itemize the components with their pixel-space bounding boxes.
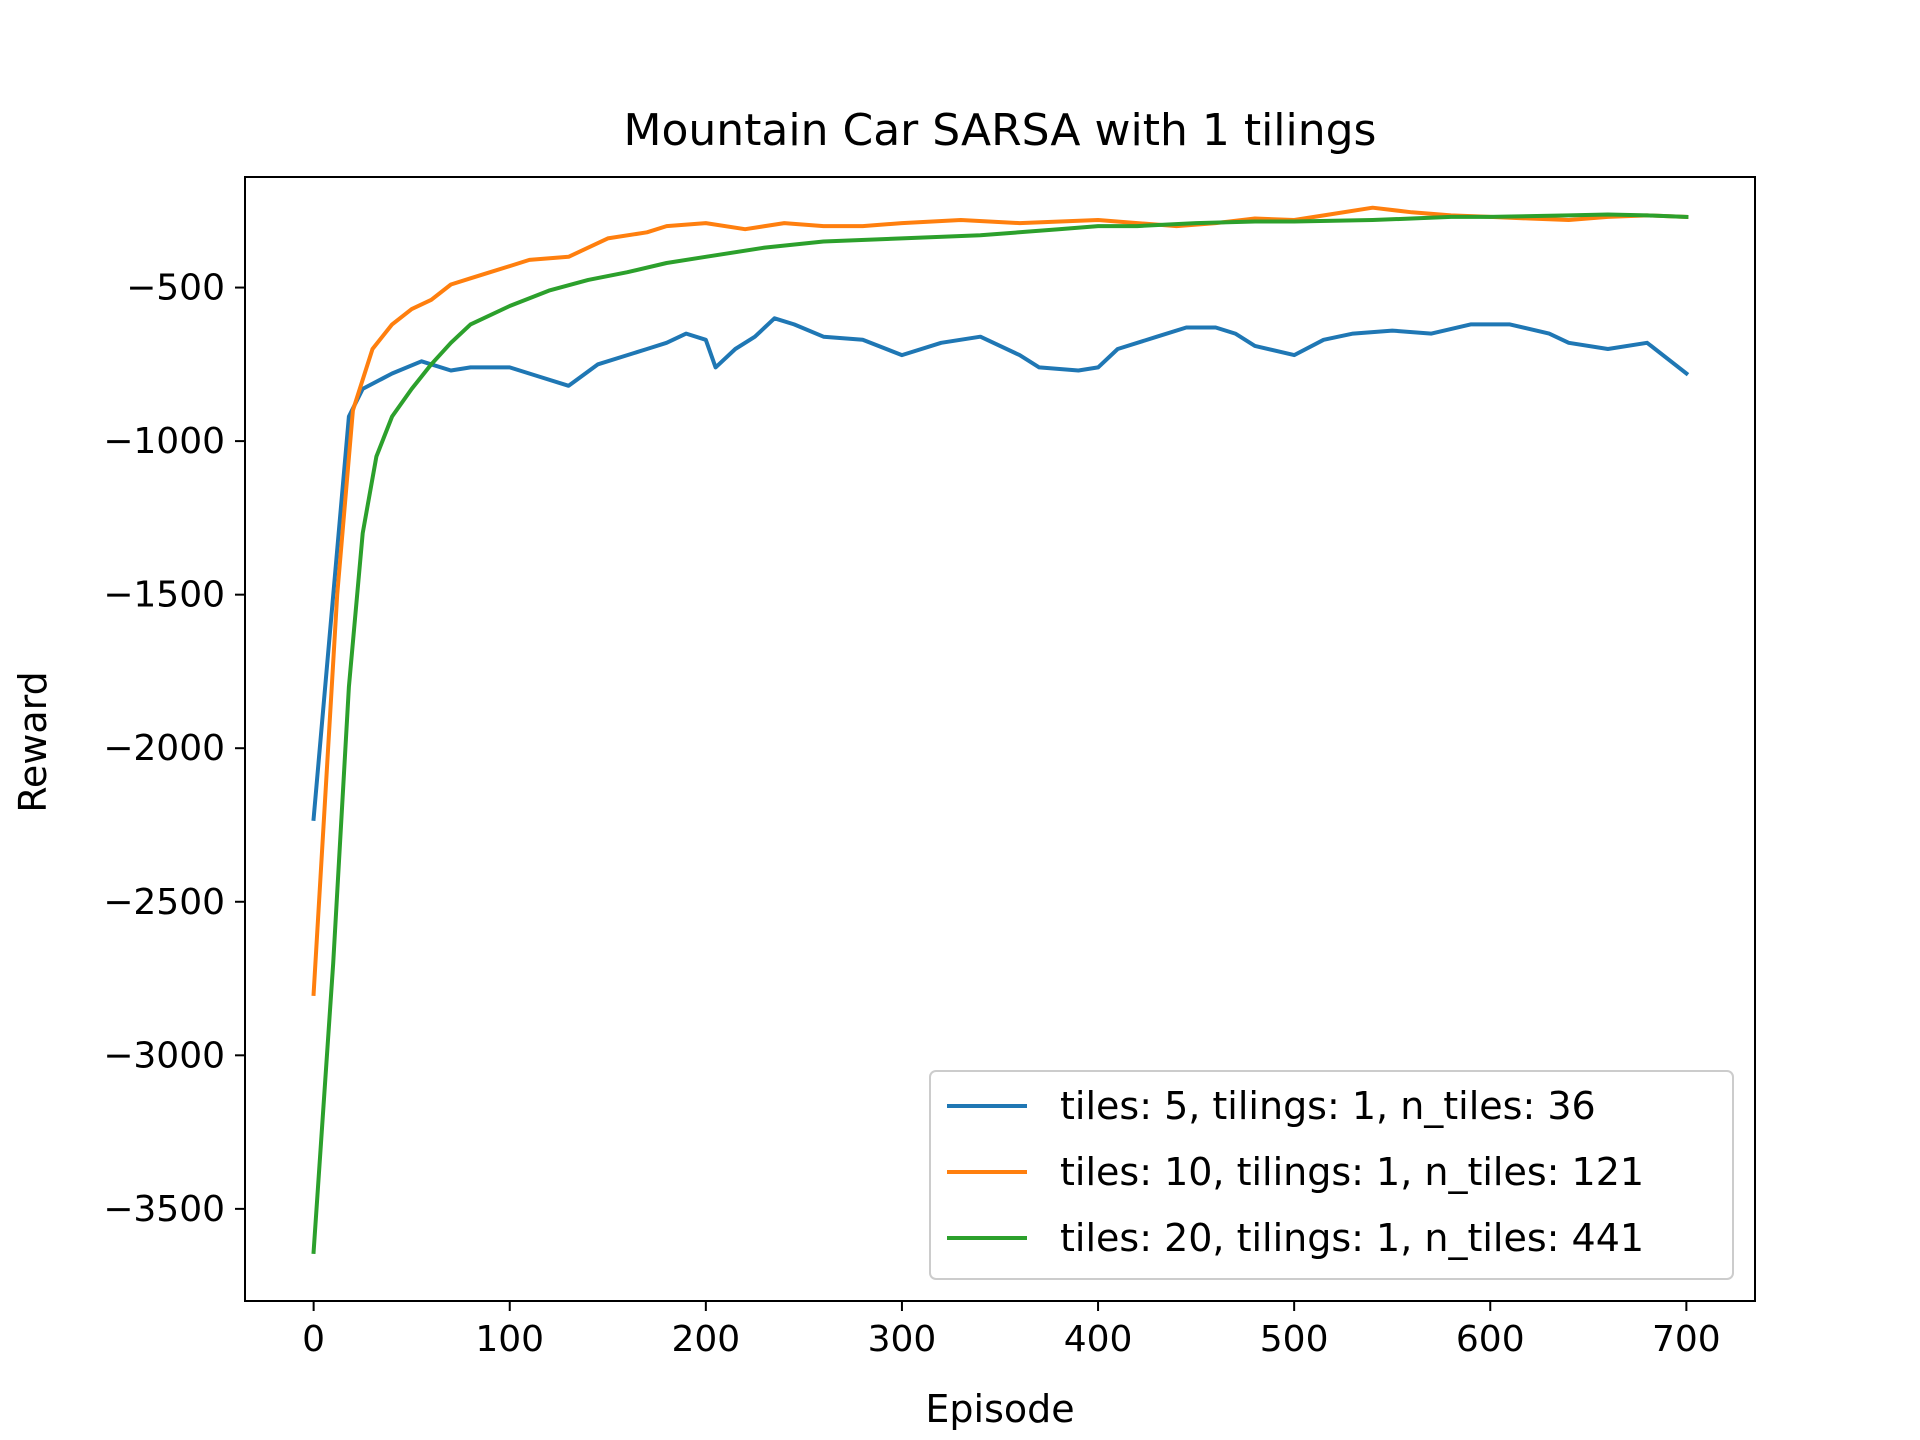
series-layer xyxy=(311,205,1690,1255)
legend-label-0: tiles: 5, tilings: 1, n_tiles: 36 xyxy=(1060,1084,1596,1128)
x-tick-label: 500 xyxy=(1260,1319,1329,1360)
chart-title: Mountain Car SARSA with 1 tilings xyxy=(624,105,1377,156)
legend-box xyxy=(929,1070,1734,1280)
legend: tiles: 5, tilings: 1, n_tiles: 36 tiles: … xyxy=(929,1070,1734,1280)
x-tick-label: 700 xyxy=(1652,1319,1721,1360)
x-tick-label: 300 xyxy=(868,1319,937,1360)
y-tick-label: −2000 xyxy=(103,728,225,769)
legend-label-2: tiles: 20, tilings: 1, n_tiles: 441 xyxy=(1060,1216,1644,1260)
x-tick-label: 400 xyxy=(1064,1319,1133,1360)
legend-items: tiles: 5, tilings: 1, n_tiles: 36 tiles: … xyxy=(947,1084,1644,1260)
y-axis-label: Reward xyxy=(11,671,55,813)
y-tick-label: −3000 xyxy=(103,1035,225,1076)
y-tick-label: −1000 xyxy=(103,421,225,462)
plot-frame xyxy=(244,176,1756,1302)
x-tick-label: 100 xyxy=(475,1319,544,1360)
x-tick-label: 200 xyxy=(671,1319,740,1360)
y-tick-label: −3500 xyxy=(103,1189,225,1230)
x-tick-label: 0 xyxy=(302,1319,325,1360)
legend-label-1: tiles: 10, tilings: 1, n_tiles: 121 xyxy=(1060,1150,1644,1194)
series-line-2 xyxy=(311,212,1689,1255)
y-tick-label: −2500 xyxy=(103,882,225,923)
y-axis-ticks: −3500 −3000 −2500 −2000 −1500 −1000 −500 xyxy=(103,268,245,1230)
series-line-0 xyxy=(311,316,1690,821)
series-line-1 xyxy=(311,205,1689,997)
x-axis-ticks: 0 100 200 300 400 500 600 700 xyxy=(302,1301,1721,1360)
y-tick-label: −1500 xyxy=(103,575,225,616)
x-axis-label: Episode xyxy=(925,1387,1074,1431)
x-tick-label: 600 xyxy=(1456,1319,1525,1360)
y-tick-label: −500 xyxy=(126,268,225,309)
